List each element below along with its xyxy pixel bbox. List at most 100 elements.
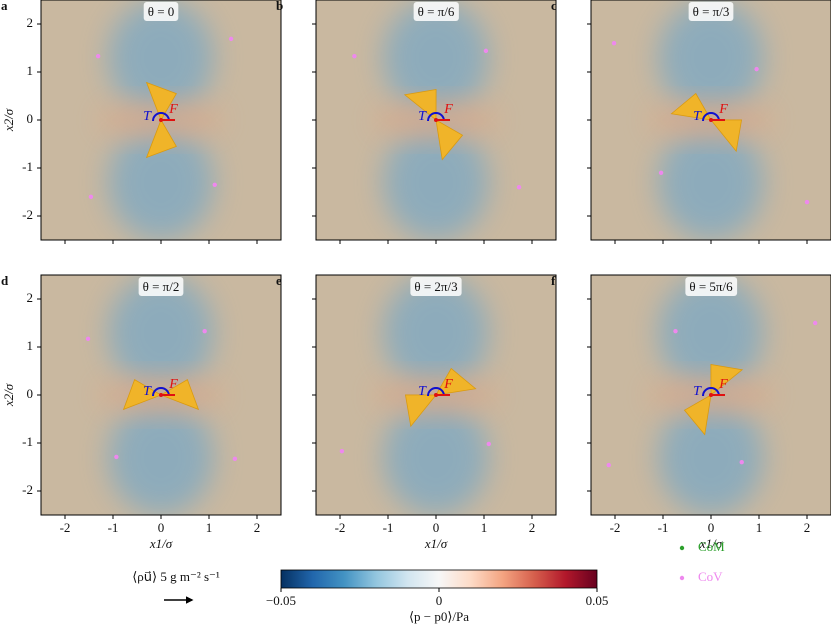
pressure-low: [108, 0, 214, 116]
title-box: [685, 276, 738, 296]
pressure-low: [658, 124, 764, 240]
panel: [316, 0, 556, 240]
cov-point: [658, 170, 664, 175]
cov-point: [202, 328, 207, 334]
x-tick-label: -2: [335, 520, 346, 535]
title-box: [688, 1, 734, 21]
panel-title: θ = 2π/3: [414, 279, 457, 294]
x-tick-label: 2: [254, 520, 261, 535]
legend-label: CoV: [698, 569, 723, 584]
com-point: [434, 393, 438, 397]
panel: [591, 0, 831, 240]
y-tick-label: 1: [27, 338, 34, 353]
title-box: [413, 1, 459, 21]
force-label: F⃗: [168, 102, 188, 117]
panel: [41, 0, 281, 240]
title-box: [410, 276, 462, 296]
y-tick-label: 0: [27, 386, 34, 401]
legend-marker: [679, 575, 685, 581]
force-label: F⃗: [443, 102, 463, 117]
cov-point: [804, 199, 810, 205]
pressure-low: [108, 275, 214, 391]
pressure-low: [658, 275, 764, 391]
y-tick-label: -1: [22, 159, 33, 174]
x-axis-label: x1/σ: [149, 536, 173, 551]
colorbar-tick-label: −0.05: [266, 593, 296, 608]
torque-arrow: [152, 387, 170, 397]
cov-point: [611, 41, 617, 46]
torque-label: T: [143, 384, 152, 399]
pressure-low: [658, 399, 764, 515]
y-tick-label: -2: [22, 207, 33, 222]
panel-letter: d: [1, 273, 9, 288]
flux-scale-label: ⟨ρu⃗⟩ 5 g m⁻² s⁻¹: [132, 569, 220, 584]
cov-point: [673, 328, 678, 334]
y-tick-label: 2: [27, 15, 34, 30]
torque-arrow: [152, 112, 170, 122]
y-tick-label: 0: [27, 111, 34, 126]
panel-letter: e: [276, 273, 282, 288]
y-tick-label: -1: [22, 434, 33, 449]
torque-arrow: [702, 387, 720, 397]
com-point: [434, 118, 438, 122]
torque-label: T: [693, 109, 702, 124]
panel: [41, 275, 281, 515]
cov-point: [352, 53, 357, 59]
panel: [316, 275, 556, 515]
cov-point: [486, 441, 491, 447]
panel-letter: b: [276, 0, 283, 13]
pressure-low: [383, 124, 489, 240]
pressure-low: [108, 124, 214, 240]
torque-label: T: [143, 109, 152, 124]
torque-arrow: [427, 387, 445, 397]
cov-point: [85, 336, 91, 342]
x-tick-label: -1: [108, 520, 119, 535]
title-box: [138, 276, 184, 296]
x-tick-label: 1: [481, 520, 488, 535]
cov-point: [754, 66, 759, 72]
com-point: [159, 118, 163, 122]
cov-point: [228, 36, 234, 42]
com-point: [709, 393, 713, 397]
torque-label: T: [418, 384, 427, 399]
x-axis-label: x1/σ: [699, 536, 723, 551]
cov-point: [212, 182, 217, 187]
x-tick-label: -1: [658, 520, 669, 535]
legend-marker: [679, 545, 685, 551]
com-point: [159, 393, 163, 397]
cov-point: [606, 462, 611, 468]
torque-label: T: [418, 109, 427, 124]
x-axis-label: x1/σ: [424, 536, 448, 551]
force-label: F⃗: [168, 377, 188, 392]
cov-point: [812, 320, 818, 326]
pressure-low: [383, 0, 489, 116]
x-tick-label: -2: [60, 520, 71, 535]
panel-letter: f: [551, 273, 556, 288]
x-tick-label: 2: [804, 520, 811, 535]
force-label: F⃗: [443, 377, 463, 392]
cov-point: [95, 53, 101, 59]
colorbar-tick-label: 0: [436, 593, 443, 608]
force-label: F⃗: [718, 102, 738, 117]
cov-point: [516, 185, 522, 190]
pressure-low: [658, 0, 764, 116]
x-tick-label: 0: [433, 520, 440, 535]
x-tick-label: 1: [756, 520, 763, 535]
com-point: [709, 118, 713, 122]
panel-title: θ = π/2: [143, 279, 180, 294]
panel-title: θ = π/6: [418, 4, 455, 19]
x-tick-label: 0: [158, 520, 165, 535]
pressure-low: [383, 399, 489, 515]
x-tick-label: 1: [206, 520, 213, 535]
torque-arrow: [427, 112, 445, 122]
panel: [591, 275, 831, 515]
legend-label: CoM: [698, 539, 725, 554]
cov-point: [88, 194, 94, 199]
x-tick-label: 2: [529, 520, 536, 535]
torque-label: T: [693, 384, 702, 399]
pressure-low: [383, 275, 489, 391]
y-tick-label: 1: [27, 63, 34, 78]
panel-title: θ = 5π/6: [689, 279, 733, 294]
colorbar: [280, 569, 598, 589]
